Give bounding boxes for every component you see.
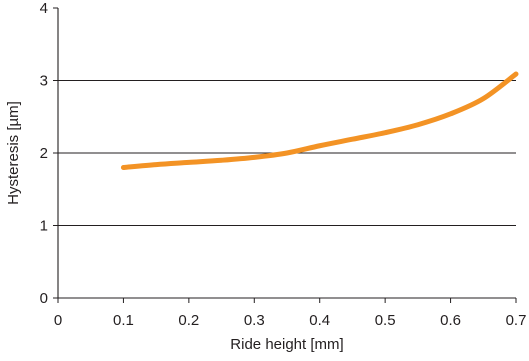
x-tick-label: 0.3 bbox=[244, 312, 265, 329]
y-tick-label: 4 bbox=[40, 0, 48, 17]
x-axis-title: Ride height [mm] bbox=[230, 336, 343, 353]
x-tick-labels: 0 0.1 0.2 0.3 0.4 0.5 0.6 0.7 bbox=[54, 312, 527, 329]
y-tick-label: 0 bbox=[40, 290, 48, 307]
y-tick-label: 1 bbox=[40, 218, 48, 235]
x-tick-label: 0 bbox=[54, 312, 62, 329]
series-line bbox=[120, 71, 519, 170]
x-tick-label: 0.4 bbox=[309, 312, 330, 329]
y-axis-title: Hysteresis [µm] bbox=[5, 101, 22, 205]
x-tick-label: 0.1 bbox=[113, 312, 134, 329]
y-tick-label: 3 bbox=[40, 73, 48, 90]
y-tick-label: 2 bbox=[40, 145, 48, 162]
axes bbox=[53, 7, 517, 303]
x-tick-label: 0.7 bbox=[506, 312, 527, 329]
x-tick-label: 0.5 bbox=[375, 312, 396, 329]
x-tick-label: 0.6 bbox=[440, 312, 461, 329]
series-layer bbox=[120, 71, 519, 170]
y-tick-labels: 0 1 2 3 4 bbox=[40, 0, 48, 307]
x-tick-label: 0.2 bbox=[178, 312, 199, 329]
